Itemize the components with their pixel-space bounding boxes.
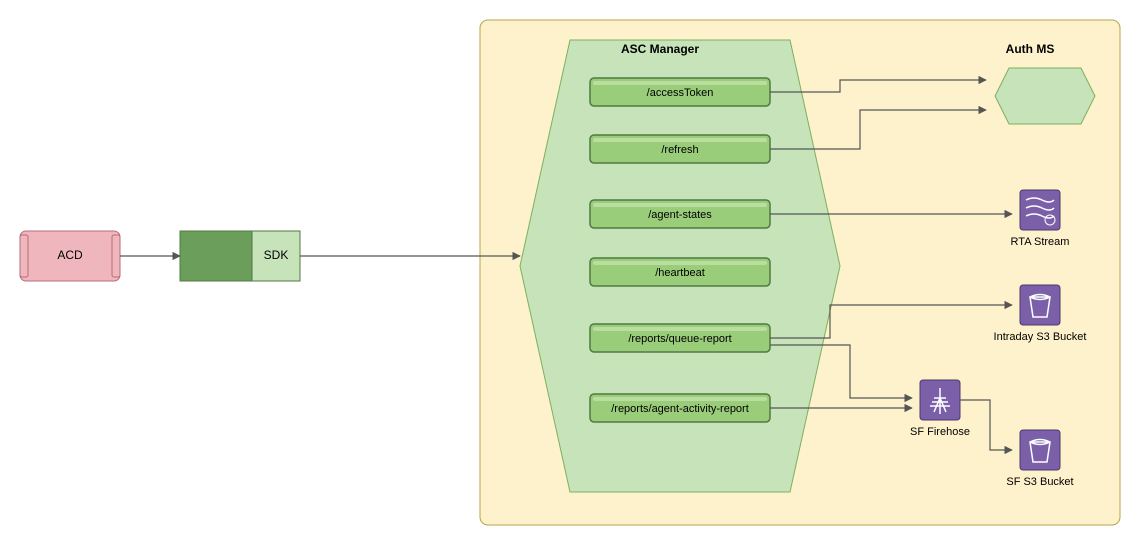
firehose-label: SF Firehose	[910, 426, 970, 438]
intraday-icon	[1020, 285, 1060, 325]
rta-icon	[1020, 190, 1060, 230]
sdk-label: SDK	[264, 248, 289, 262]
endpoint-label: /refresh	[661, 144, 698, 156]
endpoint-label: /reports/agent-activity-report	[611, 403, 749, 415]
endpoint-label: /accessToken	[647, 87, 714, 99]
auth-hex	[995, 68, 1095, 124]
sfs3-icon	[1020, 430, 1060, 470]
endpoint-label: /reports/queue-report	[628, 333, 731, 345]
asc-manager-title: ASC Manager	[621, 42, 699, 56]
firehose-icon	[920, 380, 960, 420]
endpoint-label: /agent-states	[648, 209, 712, 221]
sfs3-label: SF S3 Bucket	[1006, 476, 1073, 488]
rta-label: RTA Stream	[1011, 236, 1070, 248]
endpoint-label: /heartbeat	[655, 267, 705, 279]
acd-label: ACD	[57, 248, 83, 262]
sdk-node	[180, 231, 252, 281]
auth-title: Auth MS	[1006, 42, 1055, 56]
intraday-label: Intraday S3 Bucket	[994, 331, 1087, 343]
